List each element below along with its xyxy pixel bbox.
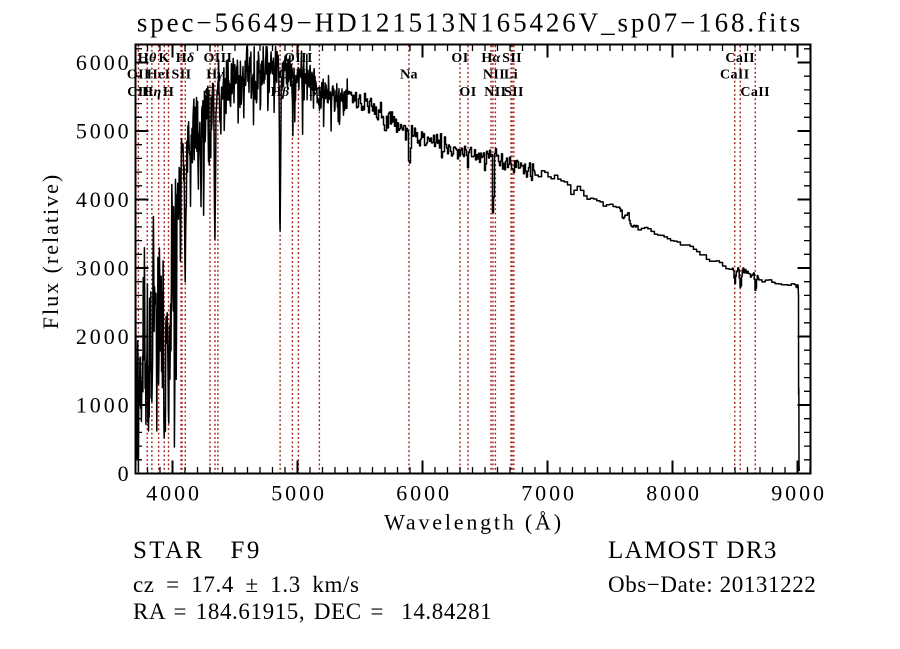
svg-text:RA = 184.61915, DEC = 14.8428: RA = 184.61915, DEC = 14.84281 <box>133 599 492 624</box>
svg-text:Hδ: Hδ <box>176 51 195 66</box>
svg-text:OIII: OIII <box>278 68 307 83</box>
svg-text:Flux (relative): Flux (relative) <box>38 173 63 329</box>
svg-text:SII: SII <box>502 51 522 66</box>
svg-text:K: K <box>159 51 170 66</box>
svg-text:9000: 9000 <box>771 481 827 506</box>
svg-text:Obs−Date: 20131222: Obs−Date: 20131222 <box>608 572 816 597</box>
svg-text:OIII: OIII <box>203 51 232 66</box>
svg-text:8000: 8000 <box>646 481 702 506</box>
svg-text:SII: SII <box>172 68 192 83</box>
svg-text:4000: 4000 <box>146 481 202 506</box>
svg-text:OIII: OIII <box>284 51 313 66</box>
svg-text:NII: NII <box>483 68 505 83</box>
svg-text:Na: Na <box>400 68 418 83</box>
svg-text:spec−56649−HD121513N165426V_sp: spec−56649−HD121513N165426V_sp07−168.fit… <box>137 8 803 38</box>
svg-text:Mg: Mg <box>309 85 330 100</box>
svg-text:5000: 5000 <box>271 481 327 506</box>
svg-text:Hβ: Hβ <box>271 85 290 100</box>
svg-text:OII: OII <box>127 68 150 83</box>
svg-text:CaII: CaII <box>740 85 770 100</box>
svg-text:CaII: CaII <box>720 68 750 83</box>
svg-text:Hη: Hη <box>142 85 161 100</box>
svg-text:2000: 2000 <box>76 324 132 349</box>
svg-text:H: H <box>163 85 174 100</box>
svg-text:4000: 4000 <box>76 187 132 212</box>
svg-text:6000: 6000 <box>396 481 452 506</box>
svg-text:CII: CII <box>127 85 149 100</box>
svg-text:OI: OI <box>451 51 468 66</box>
svg-text:NII: NII <box>484 85 506 100</box>
svg-text:SII: SII <box>504 85 524 100</box>
svg-text:HeI: HeI <box>147 68 171 83</box>
svg-text:6000: 6000 <box>76 50 132 75</box>
svg-text:5000: 5000 <box>76 118 132 143</box>
svg-text:OI: OI <box>459 85 476 100</box>
svg-text:7000: 7000 <box>521 481 577 506</box>
svg-text:0: 0 <box>118 461 132 486</box>
svg-text:cz = 17.4 ± 1.3 km/s: cz = 17.4 ± 1.3 km/s <box>133 572 360 597</box>
svg-text:Hα: Hα <box>481 51 500 66</box>
svg-text:3000: 3000 <box>76 255 132 280</box>
svg-text:Li: Li <box>504 68 518 83</box>
svg-text:Hγ: Hγ <box>206 68 224 83</box>
svg-text:Hθ: Hθ <box>138 51 157 66</box>
svg-text:Wavelength (Å): Wavelength (Å) <box>384 510 564 535</box>
svg-text:1000: 1000 <box>76 392 132 417</box>
svg-text:CaII: CaII <box>725 51 755 66</box>
svg-text:LAMOST DR3: LAMOST DR3 <box>608 537 778 564</box>
svg-text:G: G <box>204 85 215 100</box>
